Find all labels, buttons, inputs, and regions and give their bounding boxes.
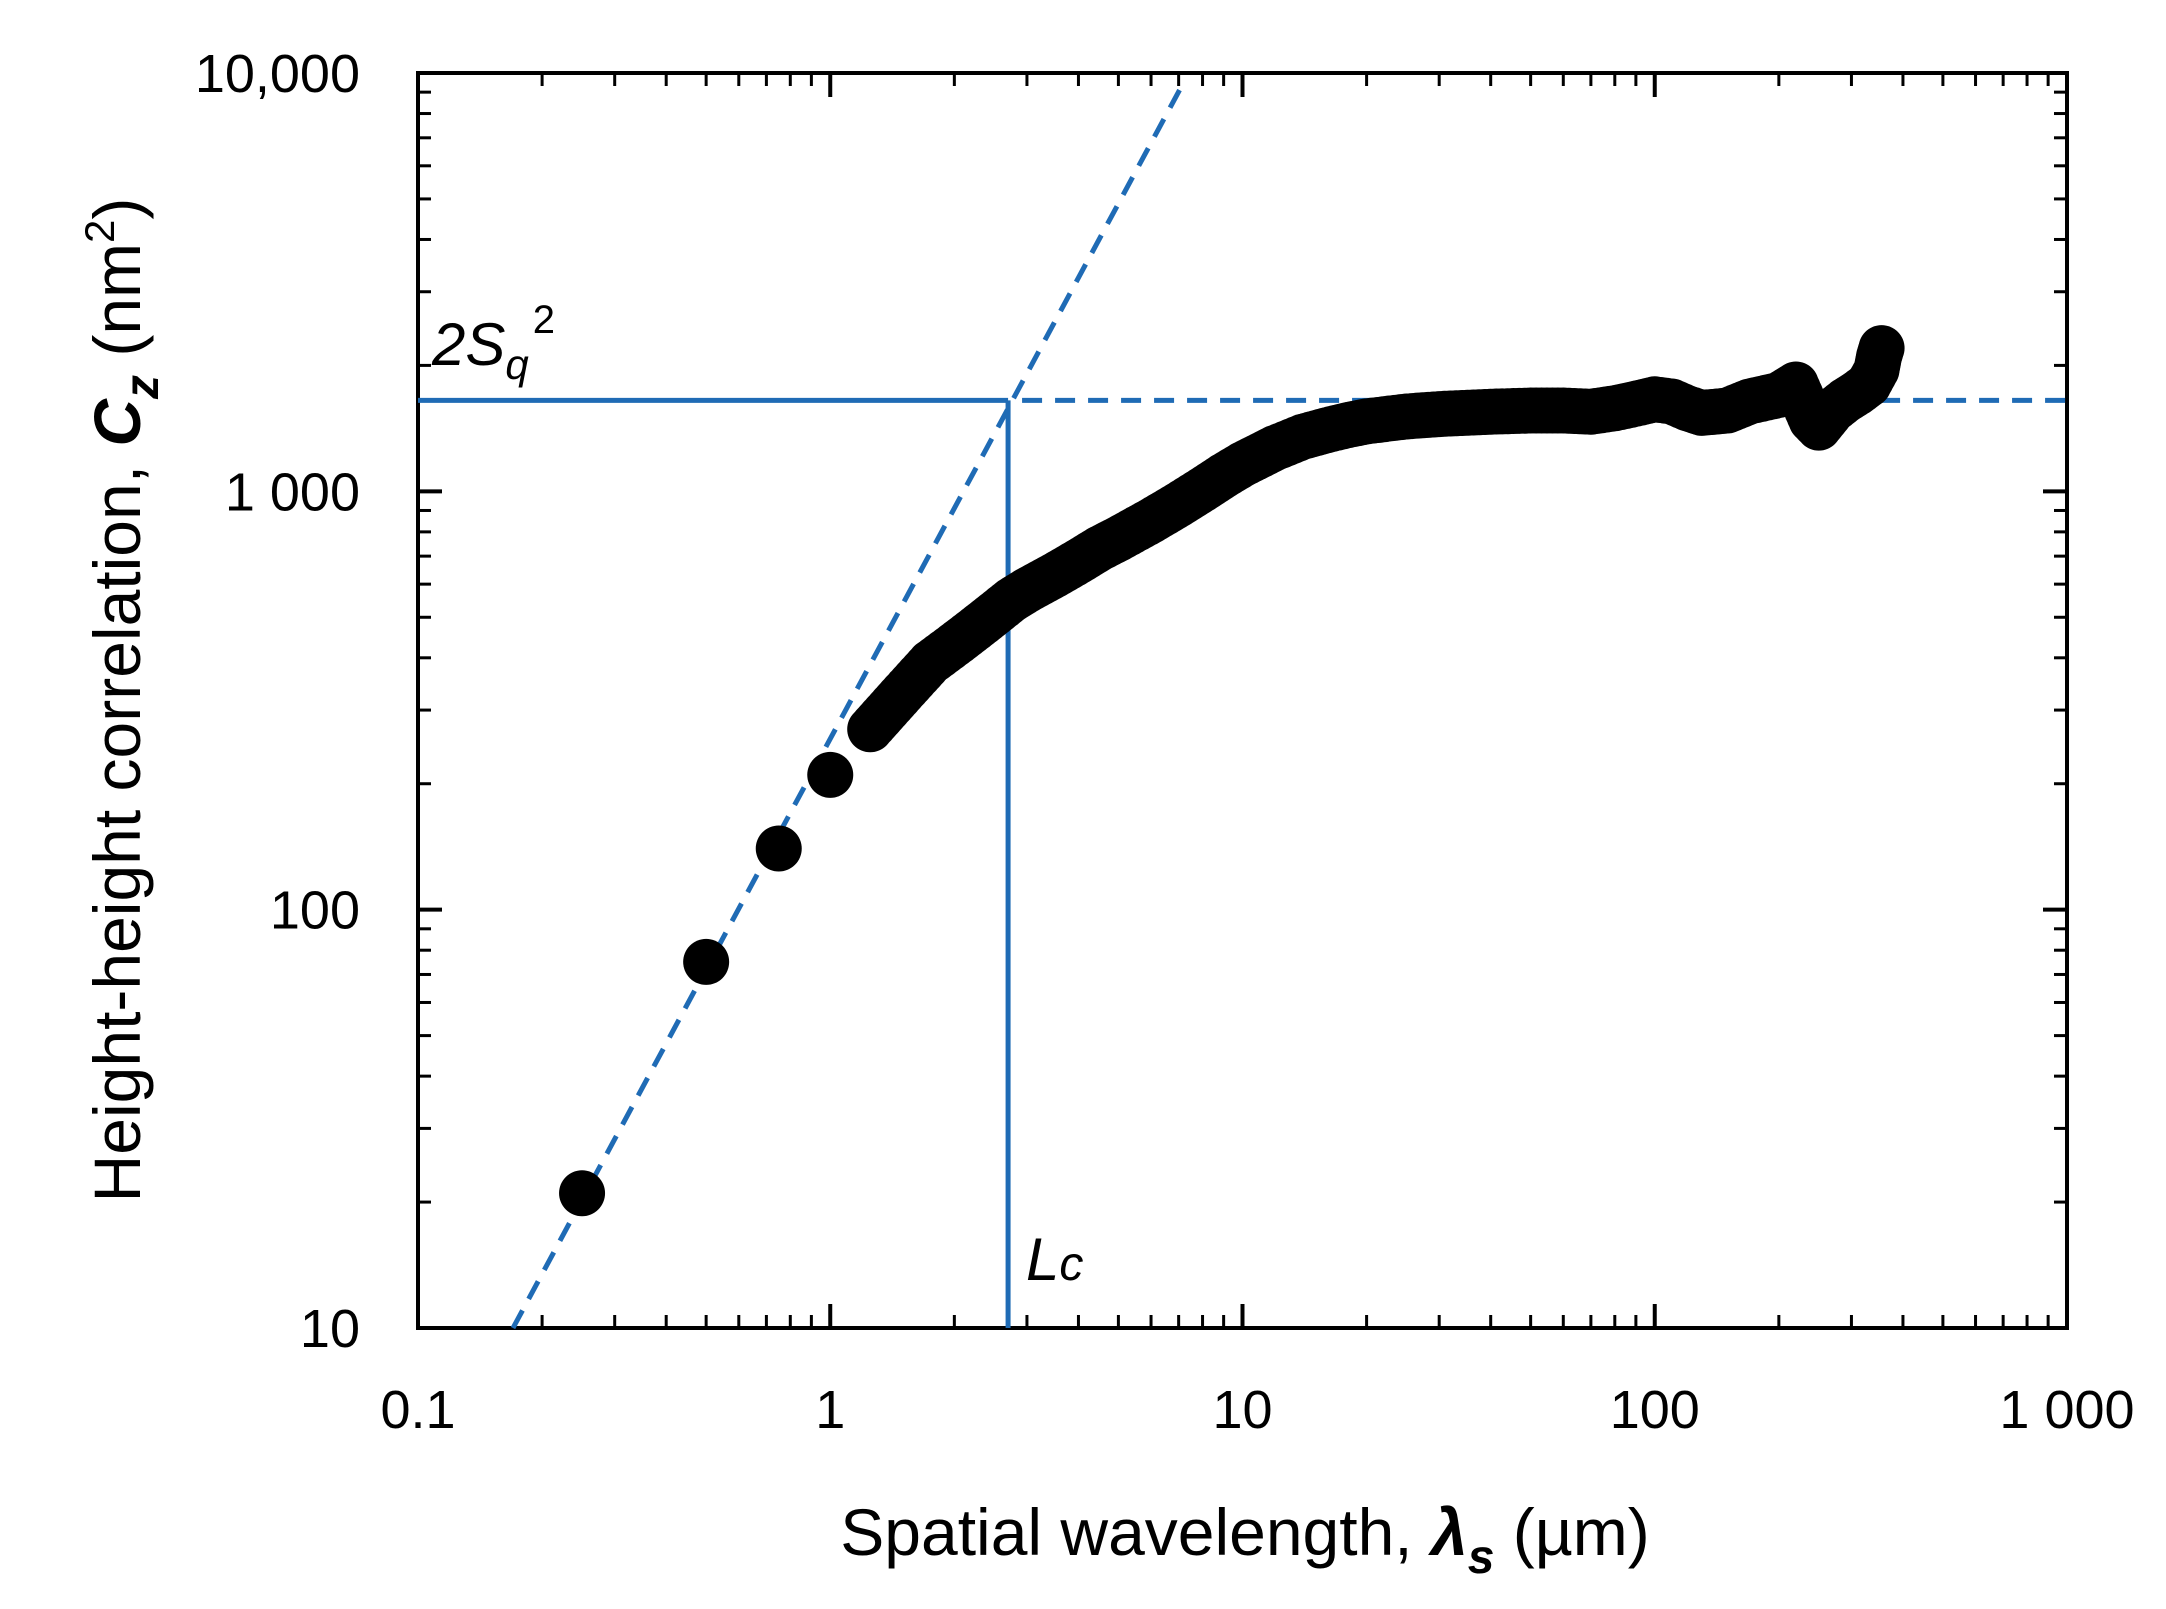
x-tick-labels: 0.1 1 10 100 1 000 bbox=[380, 1380, 2134, 1440]
y-axis-title-superscript: 2 bbox=[76, 220, 123, 243]
plateau-label-prefix: 2S bbox=[431, 311, 505, 378]
lc-label-main: L bbox=[1026, 1226, 1059, 1293]
y-axis-title: Height-height correlation, Cz (nm2) bbox=[76, 198, 169, 1203]
y-tick-label: 1 000 bbox=[225, 462, 360, 522]
y-tick-labels: 10 100 1 000 10,000 bbox=[195, 44, 360, 1359]
x-tick-label: 0.1 bbox=[380, 1380, 455, 1440]
x-axis-title-symbol: λ bbox=[1428, 1495, 1468, 1569]
plot-frame bbox=[416, 71, 2069, 1330]
x-tick-label: 1 000 bbox=[1999, 1380, 2134, 1440]
minor-ticks bbox=[418, 73, 2067, 1328]
y-axis-title-symbol: C bbox=[80, 398, 154, 447]
data-point bbox=[807, 751, 854, 798]
power-law-fit-line bbox=[510, 81, 1186, 1330]
x-tick-label: 10 bbox=[1212, 1380, 1272, 1440]
lc-label-sub: c bbox=[1059, 1238, 1083, 1291]
y-axis-title-suffix-open: (nm bbox=[80, 243, 154, 375]
y-tick-label: 100 bbox=[270, 881, 360, 941]
x-tick-label: 100 bbox=[1610, 1380, 1700, 1440]
x-axis-title-suffix: (µm) bbox=[1494, 1495, 1649, 1569]
x-axis-title-subscript: s bbox=[1468, 1531, 1495, 1584]
data-point bbox=[755, 825, 802, 872]
y-tick-label: 10 bbox=[300, 1299, 360, 1359]
data-point bbox=[1858, 325, 1905, 372]
y-axis-title-prefix: Height-height correlation, bbox=[80, 447, 154, 1203]
x-tick-label: 1 bbox=[815, 1380, 845, 1440]
y-tick-label: 10,000 bbox=[195, 44, 360, 104]
x-axis-title-prefix: Spatial wavelength, bbox=[840, 1495, 1431, 1569]
major-ticks bbox=[416, 71, 2069, 1330]
y-axis-title-suffix-close: ) bbox=[80, 198, 154, 220]
y-axis-title-subscript: z bbox=[116, 375, 169, 400]
x-axis-title: Spatial wavelength, λs (µm) bbox=[840, 1495, 1649, 1584]
plateau-label: 2Sq2 bbox=[431, 298, 555, 388]
plateau-label-sup: 2 bbox=[533, 298, 555, 342]
lc-label: Lc bbox=[1026, 1226, 1083, 1293]
data-point bbox=[559, 1170, 606, 1217]
data-point bbox=[683, 938, 730, 985]
plateau-label-sub: q bbox=[505, 341, 529, 388]
data-points bbox=[559, 325, 1905, 1217]
